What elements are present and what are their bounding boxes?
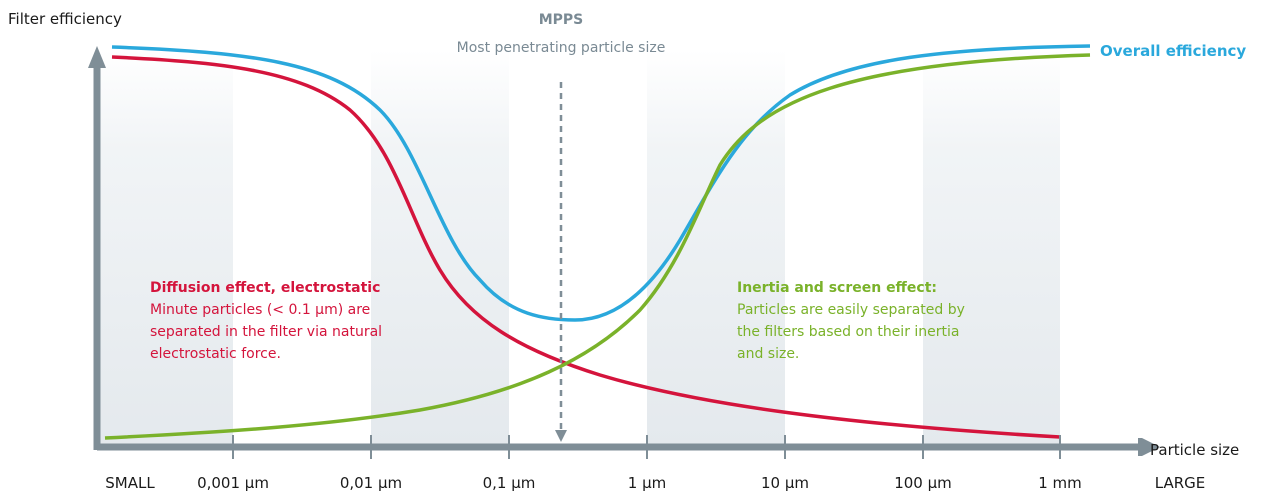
- mpps-arrow: [555, 82, 567, 442]
- inertia-line-3: and size.: [737, 346, 799, 362]
- x-tick-labels: SMALL 0,001 µm 0,01 µm 0,1 µm 1 µm 10 µm 100 µ…: [105, 474, 1205, 492]
- diffusion-line-1: Minute particles (< 0.1 µm) are: [150, 302, 370, 318]
- mpps-arrowhead: [555, 430, 567, 442]
- series-line-inertia: [104, 53, 1091, 440]
- series-label-overall: Overall efficiency: [1100, 42, 1246, 60]
- shade-band-3: [923, 50, 1060, 447]
- inertia-line-1: Particles are easily separated by: [737, 302, 965, 318]
- x-tick-label: 0,01 µm: [340, 474, 402, 492]
- y-axis-label: Filter efficiency: [8, 10, 122, 28]
- x-tick-label: 1 mm: [1038, 474, 1082, 492]
- x-tick-label: 10 µm: [761, 474, 809, 492]
- diffusion-line-2: separated in the filter via natural: [150, 324, 382, 340]
- x-tick-label: SMALL: [105, 474, 155, 492]
- x-tick-label: 1 µm: [628, 474, 666, 492]
- x-tick-label: 0,001 µm: [197, 474, 269, 492]
- series-line-overall: [111, 44, 1091, 322]
- axes: [88, 46, 1160, 459]
- shade-band-1: [371, 50, 509, 447]
- x-tick-label: 0,1 µm: [483, 474, 536, 492]
- diffusion-title: Diffusion effect, electrostatic: [150, 280, 380, 296]
- shade-band-0: [97, 50, 233, 447]
- y-axis-arrowhead: [88, 46, 106, 68]
- x-tick-label: LARGE: [1155, 474, 1206, 492]
- x-axis-arrowhead: [1138, 438, 1160, 456]
- x-tick-label: 100 µm: [894, 474, 952, 492]
- inertia-title: Inertia and screen effect:: [737, 280, 937, 296]
- mpps-subtitle: Most penetrating particle size: [457, 40, 666, 56]
- inertia-line-2: the filters based on their inertia: [737, 324, 960, 340]
- curves: [104, 44, 1091, 440]
- background-bands: [97, 50, 1060, 447]
- series-line-diffusion: [111, 55, 1061, 439]
- diffusion-line-3: electrostatic force.: [150, 346, 281, 362]
- x-axis-label: Particle size: [1150, 441, 1239, 459]
- mpps-title: MPPS: [539, 12, 584, 28]
- shade-band-2: [647, 50, 785, 447]
